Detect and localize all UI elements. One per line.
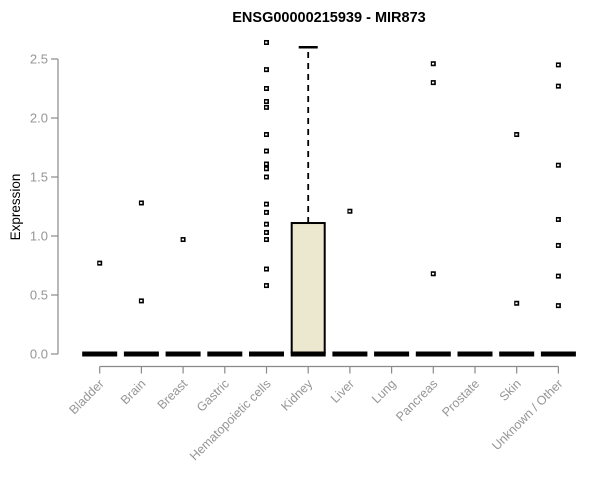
outlier-point-center (181, 238, 184, 241)
y-axis-label: Expression (8, 174, 23, 241)
median-bar (290, 351, 326, 357)
outlier-point-center (98, 262, 101, 265)
outlier-point-center (265, 268, 268, 270)
x-tick-label: Hematopoietic cells (187, 377, 274, 464)
outlier-point-center (348, 210, 351, 213)
outlier-point-center (265, 167, 268, 170)
outlier-point-center (557, 218, 560, 221)
x-tick-label: Unknown / Other (489, 377, 565, 453)
box (290, 222, 326, 354)
outlier-point-center (140, 202, 143, 204)
plot-area: 0.0 0.5 1.0 1.5 2.0 2.5 Bladder Brain Breast Gast… (30, 39, 576, 464)
outlier-point-center (265, 284, 268, 287)
outlier-point-center (265, 223, 268, 226)
y-tick-label: 1.5 (30, 170, 48, 185)
y-tick-label: 2.0 (30, 111, 48, 126)
median-bar (540, 351, 576, 357)
outlier-point-center (265, 150, 268, 152)
x-tick-label: Bladder (66, 377, 106, 417)
outlier-point-center (432, 272, 435, 275)
median-bar (499, 351, 535, 357)
outlier-point-center (265, 41, 268, 44)
outlier-point-center (265, 163, 268, 165)
outlier-point-center (557, 164, 560, 167)
outlier-point-center (265, 87, 268, 90)
outlier-point-center (557, 85, 560, 88)
median-bar (332, 351, 368, 357)
y-tick-label: 0.0 (30, 347, 48, 362)
outlier-point-center (265, 176, 268, 178)
median-bar (249, 351, 284, 357)
outlier-point-center (557, 304, 560, 307)
outlier-point-center (557, 64, 560, 66)
outlier-point-center (265, 238, 268, 241)
chart-title: ENSG00000215939 - MIR873 (232, 10, 425, 26)
outlier-point-center (265, 68, 268, 71)
median-bar (374, 351, 410, 357)
x-tick-label: Gastric (194, 377, 232, 415)
x-tick-label: Kidney (278, 376, 315, 413)
median-bar (82, 351, 118, 357)
median-bar (123, 351, 159, 357)
outlier-point-center (265, 100, 268, 103)
outlier-point-center (265, 211, 268, 214)
outlier-point-center (432, 81, 435, 84)
outlier-point-center (265, 203, 268, 206)
outlier-point-center (265, 231, 268, 234)
outlier-point-center (265, 133, 268, 136)
x-tick-label: Skin (497, 377, 524, 404)
median-bar (415, 351, 451, 357)
outlier-point-center (515, 133, 518, 136)
outlier-point-center (265, 106, 268, 109)
median-bar (165, 351, 201, 357)
outlier-point-center (140, 300, 143, 302)
x-tick-label: Breast (155, 376, 191, 412)
y-tick-label: 2.5 (30, 52, 48, 67)
outlier-point-center (432, 62, 435, 65)
y-tick-label: 0.5 (30, 288, 48, 303)
median-bar (457, 351, 493, 357)
x-tick-label: Pancreas (393, 377, 440, 424)
x-tick-label: Brain (118, 377, 149, 408)
x-tick-label: Liver (328, 377, 357, 406)
x-tick-label: Lung (369, 377, 399, 407)
outlier-point-center (557, 244, 560, 247)
x-tick-label: Prostate (439, 377, 482, 420)
outlier-point-center (557, 275, 560, 278)
outlier-point-center (515, 302, 518, 305)
median-bar (207, 351, 243, 357)
y-tick-label: 1.0 (30, 229, 48, 244)
